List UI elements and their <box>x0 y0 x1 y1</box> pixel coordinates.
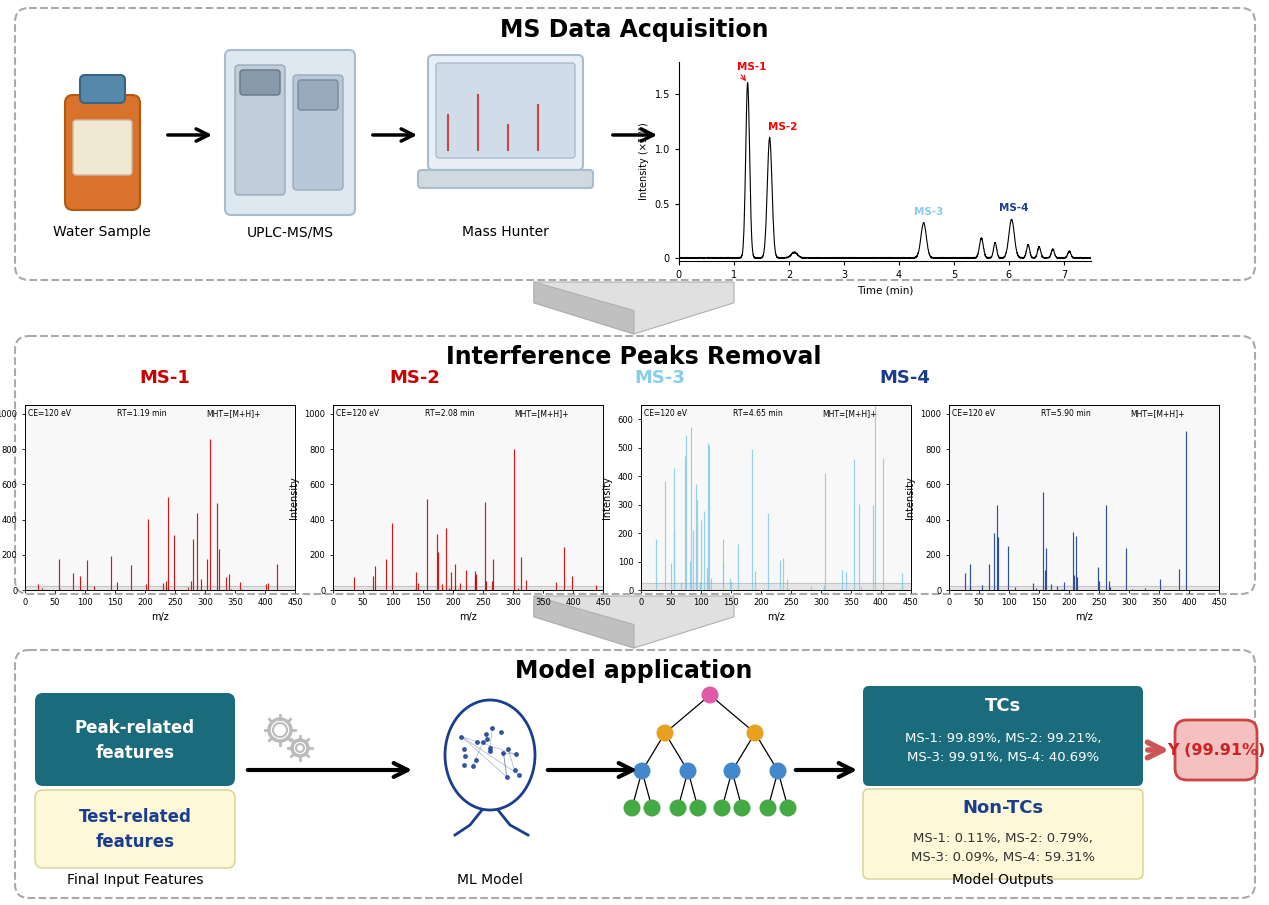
FancyBboxPatch shape <box>437 63 575 158</box>
Text: RT=2.08 min: RT=2.08 min <box>425 409 475 418</box>
Polygon shape <box>534 596 634 648</box>
Text: Test-related
features: Test-related features <box>79 807 192 851</box>
Circle shape <box>760 799 777 816</box>
Y-axis label: Intensity: Intensity <box>602 476 612 519</box>
Polygon shape <box>534 282 733 334</box>
X-axis label: m/z: m/z <box>1075 612 1093 623</box>
FancyBboxPatch shape <box>74 120 132 175</box>
Text: RT=5.90 min: RT=5.90 min <box>1041 409 1090 418</box>
Circle shape <box>689 799 707 816</box>
Text: MS-1: 99.89%, MS-2: 99.21%,
MS-3: 99.91%, MS-4: 40.69%: MS-1: 99.89%, MS-2: 99.21%, MS-3: 99.91%… <box>905 732 1101 764</box>
Text: MHT=[M+H]+: MHT=[M+H]+ <box>822 409 877 418</box>
Text: MS-1: MS-1 <box>737 62 766 72</box>
FancyBboxPatch shape <box>15 336 1255 594</box>
Text: MHT=[M+H]+: MHT=[M+H]+ <box>514 409 569 418</box>
FancyBboxPatch shape <box>1175 720 1258 780</box>
Text: Mass Hunter: Mass Hunter <box>462 225 548 239</box>
Circle shape <box>623 799 641 816</box>
Text: Non-TCs: Non-TCs <box>962 799 1043 817</box>
FancyBboxPatch shape <box>225 50 355 215</box>
Circle shape <box>723 763 741 779</box>
Y-axis label: Intensity (×10⁵): Intensity (×10⁵) <box>640 122 648 200</box>
Text: RT=4.65 min: RT=4.65 min <box>732 409 783 418</box>
Polygon shape <box>534 596 733 648</box>
X-axis label: m/z: m/z <box>459 612 477 623</box>
Y-axis label: Intensity: Intensity <box>905 476 915 519</box>
Text: CE=120 eV: CE=120 eV <box>952 409 995 418</box>
Circle shape <box>746 725 764 741</box>
FancyBboxPatch shape <box>863 789 1143 879</box>
Circle shape <box>679 763 697 779</box>
Text: TCs: TCs <box>985 697 1022 715</box>
FancyBboxPatch shape <box>235 65 286 195</box>
Text: MHT=[M+H]+: MHT=[M+H]+ <box>1129 409 1184 418</box>
Text: MHT=[M+H]+: MHT=[M+H]+ <box>206 409 260 418</box>
Circle shape <box>702 687 718 703</box>
X-axis label: Time (min): Time (min) <box>857 285 914 295</box>
Text: Interference Peaks Removal: Interference Peaks Removal <box>447 345 822 369</box>
FancyBboxPatch shape <box>428 55 582 170</box>
Text: CE=120 eV: CE=120 eV <box>336 409 378 418</box>
FancyBboxPatch shape <box>80 75 126 103</box>
Text: CE=120 eV: CE=120 eV <box>28 409 71 418</box>
Text: Peak-related
features: Peak-related features <box>75 719 195 761</box>
FancyBboxPatch shape <box>15 650 1255 898</box>
Text: RT=1.19 min: RT=1.19 min <box>117 409 166 418</box>
Polygon shape <box>534 282 634 334</box>
Text: MS-1: 0.11%, MS-2: 0.79%,
MS-3: 0.09%, MS-4: 59.31%: MS-1: 0.11%, MS-2: 0.79%, MS-3: 0.09%, M… <box>911 832 1095 864</box>
Circle shape <box>713 799 731 816</box>
X-axis label: m/z: m/z <box>768 612 784 623</box>
Y-axis label: Intensity: Intensity <box>289 476 298 519</box>
Text: CE=120 eV: CE=120 eV <box>643 409 687 418</box>
Text: MS-4: MS-4 <box>879 369 930 387</box>
Circle shape <box>633 763 651 779</box>
FancyBboxPatch shape <box>65 95 140 210</box>
Text: ML Model: ML Model <box>457 873 523 887</box>
FancyBboxPatch shape <box>36 693 235 786</box>
Circle shape <box>779 799 797 816</box>
Text: Final Input Features: Final Input Features <box>67 873 203 887</box>
Text: MS Data Acquisition: MS Data Acquisition <box>500 18 768 42</box>
X-axis label: m/z: m/z <box>151 612 169 623</box>
Text: Water Sample: Water Sample <box>53 225 151 239</box>
Circle shape <box>656 725 674 741</box>
Text: MS-3: MS-3 <box>634 369 685 387</box>
Circle shape <box>769 763 787 779</box>
FancyBboxPatch shape <box>293 75 343 190</box>
Circle shape <box>733 799 750 816</box>
FancyBboxPatch shape <box>863 686 1143 786</box>
Text: MS-1: MS-1 <box>140 369 190 387</box>
Circle shape <box>670 799 687 816</box>
FancyBboxPatch shape <box>15 8 1255 280</box>
FancyBboxPatch shape <box>298 80 338 110</box>
FancyBboxPatch shape <box>240 70 280 95</box>
Text: Model Outputs: Model Outputs <box>952 873 1053 887</box>
Text: LC Data: LC Data <box>967 225 1023 239</box>
FancyBboxPatch shape <box>36 790 235 868</box>
FancyBboxPatch shape <box>418 170 593 188</box>
Text: Model application: Model application <box>515 659 753 683</box>
Circle shape <box>643 799 660 816</box>
Text: MS-3: MS-3 <box>914 206 944 216</box>
Text: Y (99.91%): Y (99.91%) <box>1167 742 1265 757</box>
Text: UPLC-MS/MS: UPLC-MS/MS <box>246 225 334 239</box>
Text: MS-4: MS-4 <box>999 204 1028 214</box>
Text: MS-2: MS-2 <box>390 369 440 387</box>
Text: MS-2: MS-2 <box>768 122 797 132</box>
